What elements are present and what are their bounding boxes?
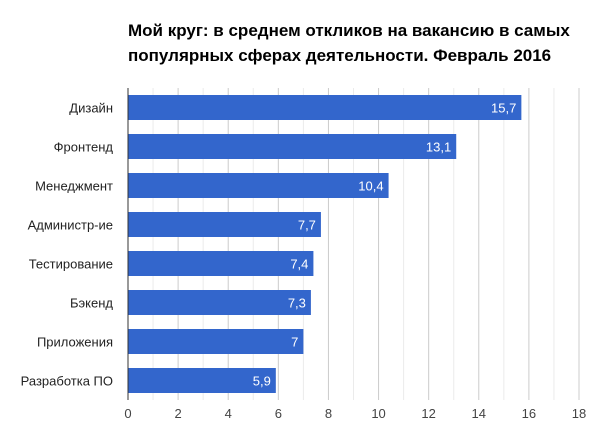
data-label: 15,7 [491, 101, 516, 116]
x-tick-label: 14 [472, 406, 486, 421]
x-tick-label: 18 [572, 406, 586, 421]
bar [128, 134, 457, 159]
x-tick-label: 16 [522, 406, 536, 421]
category-label: Приложения [37, 335, 113, 350]
x-tick-label: 8 [325, 406, 332, 421]
bar [128, 251, 314, 276]
x-tick-label: 10 [371, 406, 385, 421]
bar [128, 173, 389, 198]
chart-title-line-1: Мой круг: в среднем откликов на вакансию… [128, 21, 570, 40]
x-axis-ticks: 0 2 4 6 8 10 12 14 16 18 [124, 88, 586, 421]
category-label: Фронтенд [54, 140, 114, 155]
category-label: Менеджмент [35, 179, 113, 194]
data-label: 5,9 [253, 374, 271, 389]
x-tick-label: 2 [174, 406, 181, 421]
x-tick-label: 12 [421, 406, 435, 421]
data-label: 10,4 [358, 179, 383, 194]
data-label: 13,1 [426, 140, 451, 155]
category-label: Тестирование [29, 257, 113, 272]
bar [128, 290, 311, 315]
data-label: 7 [291, 335, 298, 350]
bar [128, 95, 522, 120]
x-tick-label: 0 [124, 406, 131, 421]
data-label: 7,4 [290, 257, 308, 272]
bar [128, 368, 276, 393]
bars: Дизайн 15,7 Фронтенд 13,1 Менеджмент 10,4 Адми… [21, 95, 522, 393]
data-label: 7,3 [288, 296, 306, 311]
x-tick-label: 6 [275, 406, 282, 421]
bar [128, 329, 304, 354]
data-label: 7,7 [298, 218, 316, 233]
category-label: Разработка ПО [21, 374, 113, 389]
category-label: Бэкенд [70, 296, 113, 311]
category-label: Администр-ие [28, 218, 113, 233]
bar [128, 212, 321, 237]
chart-title-line-2: популярных сферах деятельности. Февраль … [128, 46, 551, 65]
x-tick-label: 4 [225, 406, 232, 421]
category-label: Дизайн [69, 101, 113, 116]
